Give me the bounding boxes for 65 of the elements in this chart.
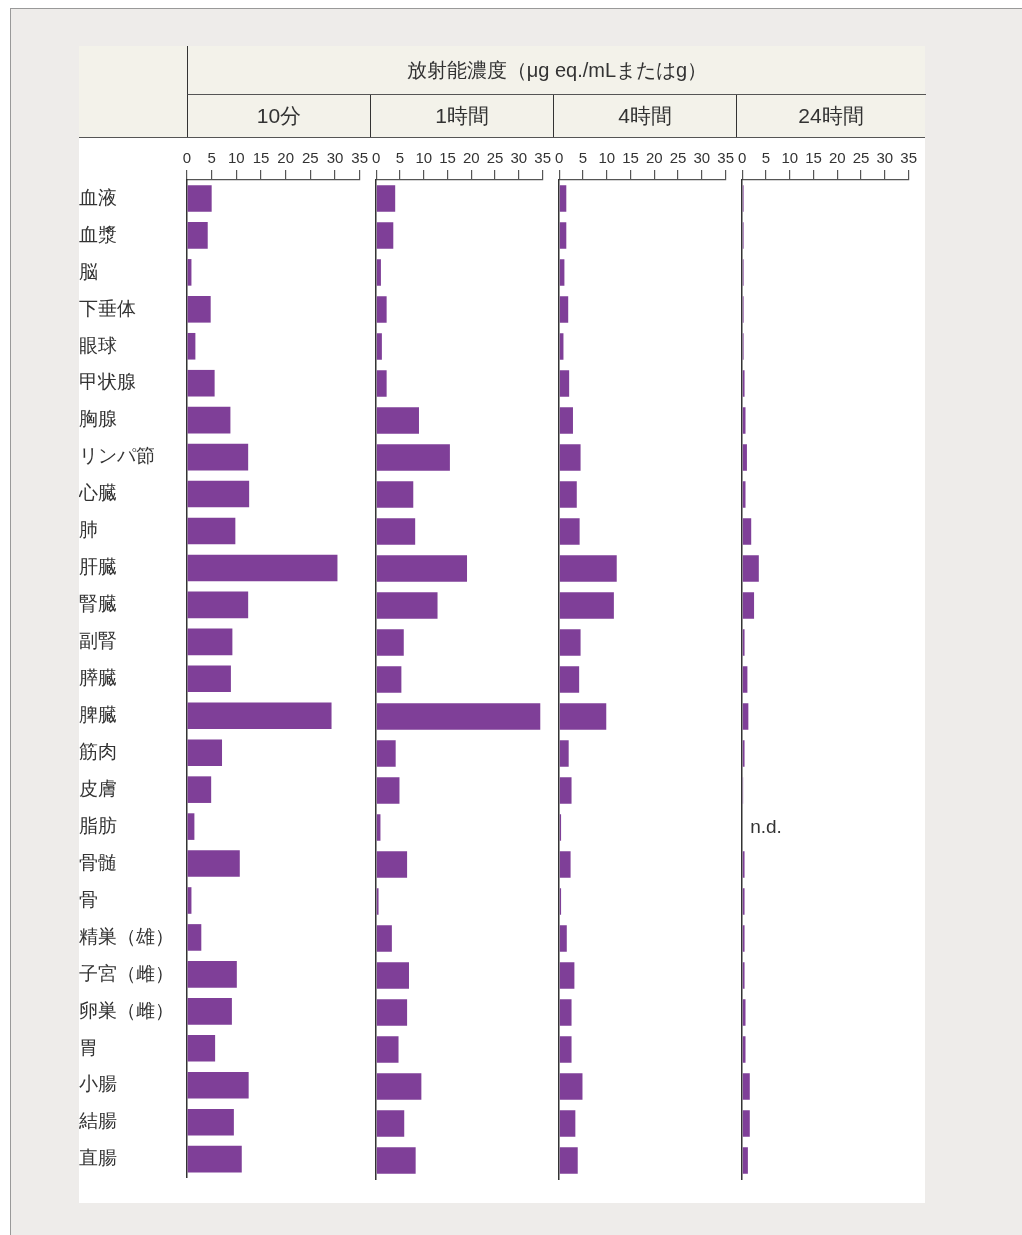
x-tick-label: 0	[555, 149, 564, 167]
y-tick-label: 肺	[79, 519, 98, 541]
x-tick-label: 30	[876, 149, 894, 167]
x-tick-label: 35	[351, 149, 368, 167]
x-tick-label: 10	[415, 149, 433, 167]
x-tick-label: 0	[372, 149, 381, 167]
chart-title: 1時間	[435, 103, 489, 129]
y-tick-label: 脾臓	[79, 703, 117, 725]
x-tick-label: 5	[207, 149, 216, 167]
x-tick-label: 15	[439, 149, 456, 167]
y-tick-label: 副腎	[79, 630, 117, 652]
x-tick-label: 0	[738, 149, 747, 167]
y-tick-label: 下垂体	[79, 297, 136, 319]
x-tick-label: 15	[252, 149, 270, 167]
y-tick-label: 骨	[79, 888, 98, 910]
x-tick-label: 20	[277, 149, 295, 167]
y-tick-label: 卵巣（雌）	[79, 999, 174, 1021]
x-tick-label: 10	[598, 149, 616, 167]
x-tick-label: 20	[645, 149, 663, 167]
y-tick-label: 筋肉	[79, 740, 117, 762]
y-tick-label: 甲状腺	[79, 371, 136, 393]
chart-title: 24時間	[798, 103, 864, 129]
x-tick-label: 20	[828, 149, 846, 167]
annotation: n.d.	[750, 815, 782, 837]
y-tick-label: 直腸	[79, 1147, 117, 1169]
y-tick-label: 血漿	[79, 223, 117, 245]
x-tick-label: 20	[462, 149, 480, 167]
x-tick-label: 30	[510, 149, 528, 167]
x-tick-label: 30	[693, 149, 711, 167]
chart-title: 10分	[256, 103, 302, 129]
y-tick-label: 腎臓	[79, 593, 117, 615]
x-tick-label: 0	[182, 149, 192, 167]
y-tick-label: 精巣（雄）	[79, 925, 174, 947]
x-tick-label: 25	[486, 149, 504, 167]
x-tick-label: 5	[761, 149, 771, 167]
chart-title: 4時間	[618, 103, 672, 129]
y-tick-label: 脂肪	[79, 814, 117, 836]
y-tick-label: 子宮（雌）	[79, 962, 174, 984]
text: 放射能濃度（μg eq./mLまたはg）	[406, 57, 708, 83]
x-tick-label: 25	[669, 149, 687, 167]
x-tick-label: 5	[395, 149, 405, 167]
y-tick-label: 血液	[79, 186, 117, 208]
x-tick-label: 25	[852, 149, 870, 167]
x-tick-label: 25	[301, 149, 319, 167]
y-tick-label: 結腸	[78, 1110, 117, 1132]
y-tick-label: 心臓	[78, 482, 117, 504]
x-tick-label: 10	[227, 149, 245, 167]
x-tick-label: 15	[622, 149, 639, 167]
y-tick-label: 肝臓	[79, 556, 117, 578]
x-tick-label: 5	[578, 149, 588, 167]
y-tick-label: 小腸	[79, 1073, 117, 1095]
x-tick-label: 35	[717, 149, 734, 167]
y-tick-label: リンパ節	[79, 445, 155, 467]
x-tick-label: 35	[534, 149, 551, 167]
y-tick-label: 膵臓	[79, 667, 117, 689]
x-tick-label: 30	[326, 149, 344, 167]
x-tick-label: 10	[781, 149, 799, 167]
x-tick-label: 15	[805, 149, 822, 167]
y-tick-label: 胃	[79, 1036, 98, 1058]
y-tick-label: 脳	[79, 260, 98, 282]
y-tick-label: 胸腺	[79, 408, 117, 430]
y-tick-label: 眼球	[79, 334, 117, 356]
y-tick-label: 皮膚	[79, 777, 117, 799]
x-tick-label: 35	[900, 149, 917, 167]
y-tick-label: 骨髄	[79, 851, 117, 873]
